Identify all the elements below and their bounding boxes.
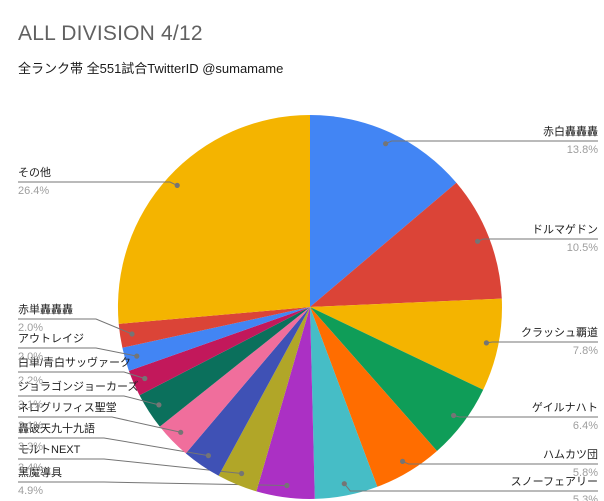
leader-dot xyxy=(156,402,162,408)
leader-dot xyxy=(451,412,457,419)
leader-dot xyxy=(341,481,347,487)
leader-line xyxy=(18,437,209,457)
slice-percentage: 10.5% xyxy=(566,242,598,254)
slice-percentage: 3.1% xyxy=(18,399,44,411)
slice-label: スノーフェアリー xyxy=(510,476,598,488)
leader-line xyxy=(343,483,598,492)
slice-percentage: 7.8% xyxy=(572,345,598,357)
leader-dot xyxy=(483,340,489,346)
leader-dot xyxy=(383,141,389,147)
pie-slice[interactable] xyxy=(310,307,378,499)
leader-dot xyxy=(239,470,245,477)
pie-slice[interactable] xyxy=(128,307,310,396)
leader-line xyxy=(453,415,598,418)
leader-dot xyxy=(284,482,290,489)
pie-slice[interactable] xyxy=(218,307,310,492)
slice-percentage: 3.4% xyxy=(18,462,44,474)
chart-subtitle: 全ランク帯 全551試合TwitterID @sumamame xyxy=(18,61,284,76)
slice-label: ネログリフィス聖堂 xyxy=(18,402,117,414)
leader-line xyxy=(18,395,160,406)
slice-percentage: 4.9% xyxy=(18,485,44,497)
slice-percentage: 26.4% xyxy=(18,185,50,197)
slice-label: 黒魔導具 xyxy=(18,467,62,479)
leader-line xyxy=(18,318,133,335)
pie-slice[interactable] xyxy=(256,307,315,499)
slice-label: 轟破天九十九語 xyxy=(18,423,95,435)
chart-title: ALL DIVISION 4/12 xyxy=(18,22,203,45)
pie-slice[interactable] xyxy=(159,307,310,454)
leader-dot xyxy=(205,453,211,459)
pie-slice[interactable] xyxy=(310,307,437,487)
slice-label: ゲイルナハト xyxy=(531,402,598,414)
slice-percentage: 3.1% xyxy=(18,420,44,432)
slice-label: その他 xyxy=(18,167,51,179)
slice-percentage: 5.8% xyxy=(572,467,598,479)
pie-slice[interactable] xyxy=(139,307,311,427)
pie-slice[interactable] xyxy=(122,307,311,371)
leader-line xyxy=(18,347,137,357)
pie-slice[interactable] xyxy=(117,114,311,324)
pie-slice[interactable] xyxy=(118,307,310,348)
pie-slice[interactable] xyxy=(310,307,484,451)
leader-dot xyxy=(174,182,180,188)
slice-percentage: 6.4% xyxy=(572,420,598,432)
pie-slice[interactable] xyxy=(310,298,502,390)
slice-label: クラッシュ覇道 xyxy=(521,327,598,339)
leader-line xyxy=(18,416,181,433)
slice-percentage: 13.8% xyxy=(566,144,598,156)
slice-label: モルトNEXT xyxy=(18,444,81,456)
leader-line xyxy=(18,371,145,379)
pie-slice[interactable] xyxy=(185,307,310,476)
slice-percentage: 2.0% xyxy=(18,351,44,363)
leader-dot xyxy=(129,331,135,337)
slice-percentage: 2.2% xyxy=(18,375,44,387)
slice-label: ドルマゲドン xyxy=(532,224,598,236)
slice-percentage: 5.3% xyxy=(572,494,598,501)
leader-line xyxy=(486,341,598,344)
slice-label: アウトレイジ xyxy=(18,333,84,345)
slice-label: ハムカツ団 xyxy=(543,449,598,461)
leader-dot xyxy=(400,458,406,464)
leader-dot xyxy=(178,429,184,435)
leader-dot xyxy=(134,353,140,359)
slice-percentage: 3.3% xyxy=(18,441,44,453)
slice-label: 白単/青白サッヴァーク xyxy=(18,357,132,369)
slice-percentage: 2.0% xyxy=(18,322,44,334)
leader-line xyxy=(18,458,242,474)
pie-slice[interactable] xyxy=(310,182,502,307)
leader-line xyxy=(18,181,178,186)
leader-line xyxy=(18,481,287,486)
pie-slice[interactable] xyxy=(310,115,457,307)
slice-label: 赤白轟轟轟 xyxy=(543,126,598,138)
leader-dot xyxy=(475,238,481,244)
leader-line xyxy=(477,238,598,242)
slice-label: 赤単轟轟轟 xyxy=(18,304,73,316)
leader-dot xyxy=(142,375,148,382)
slice-label: ジョラゴンジョーカーズ xyxy=(18,381,139,393)
